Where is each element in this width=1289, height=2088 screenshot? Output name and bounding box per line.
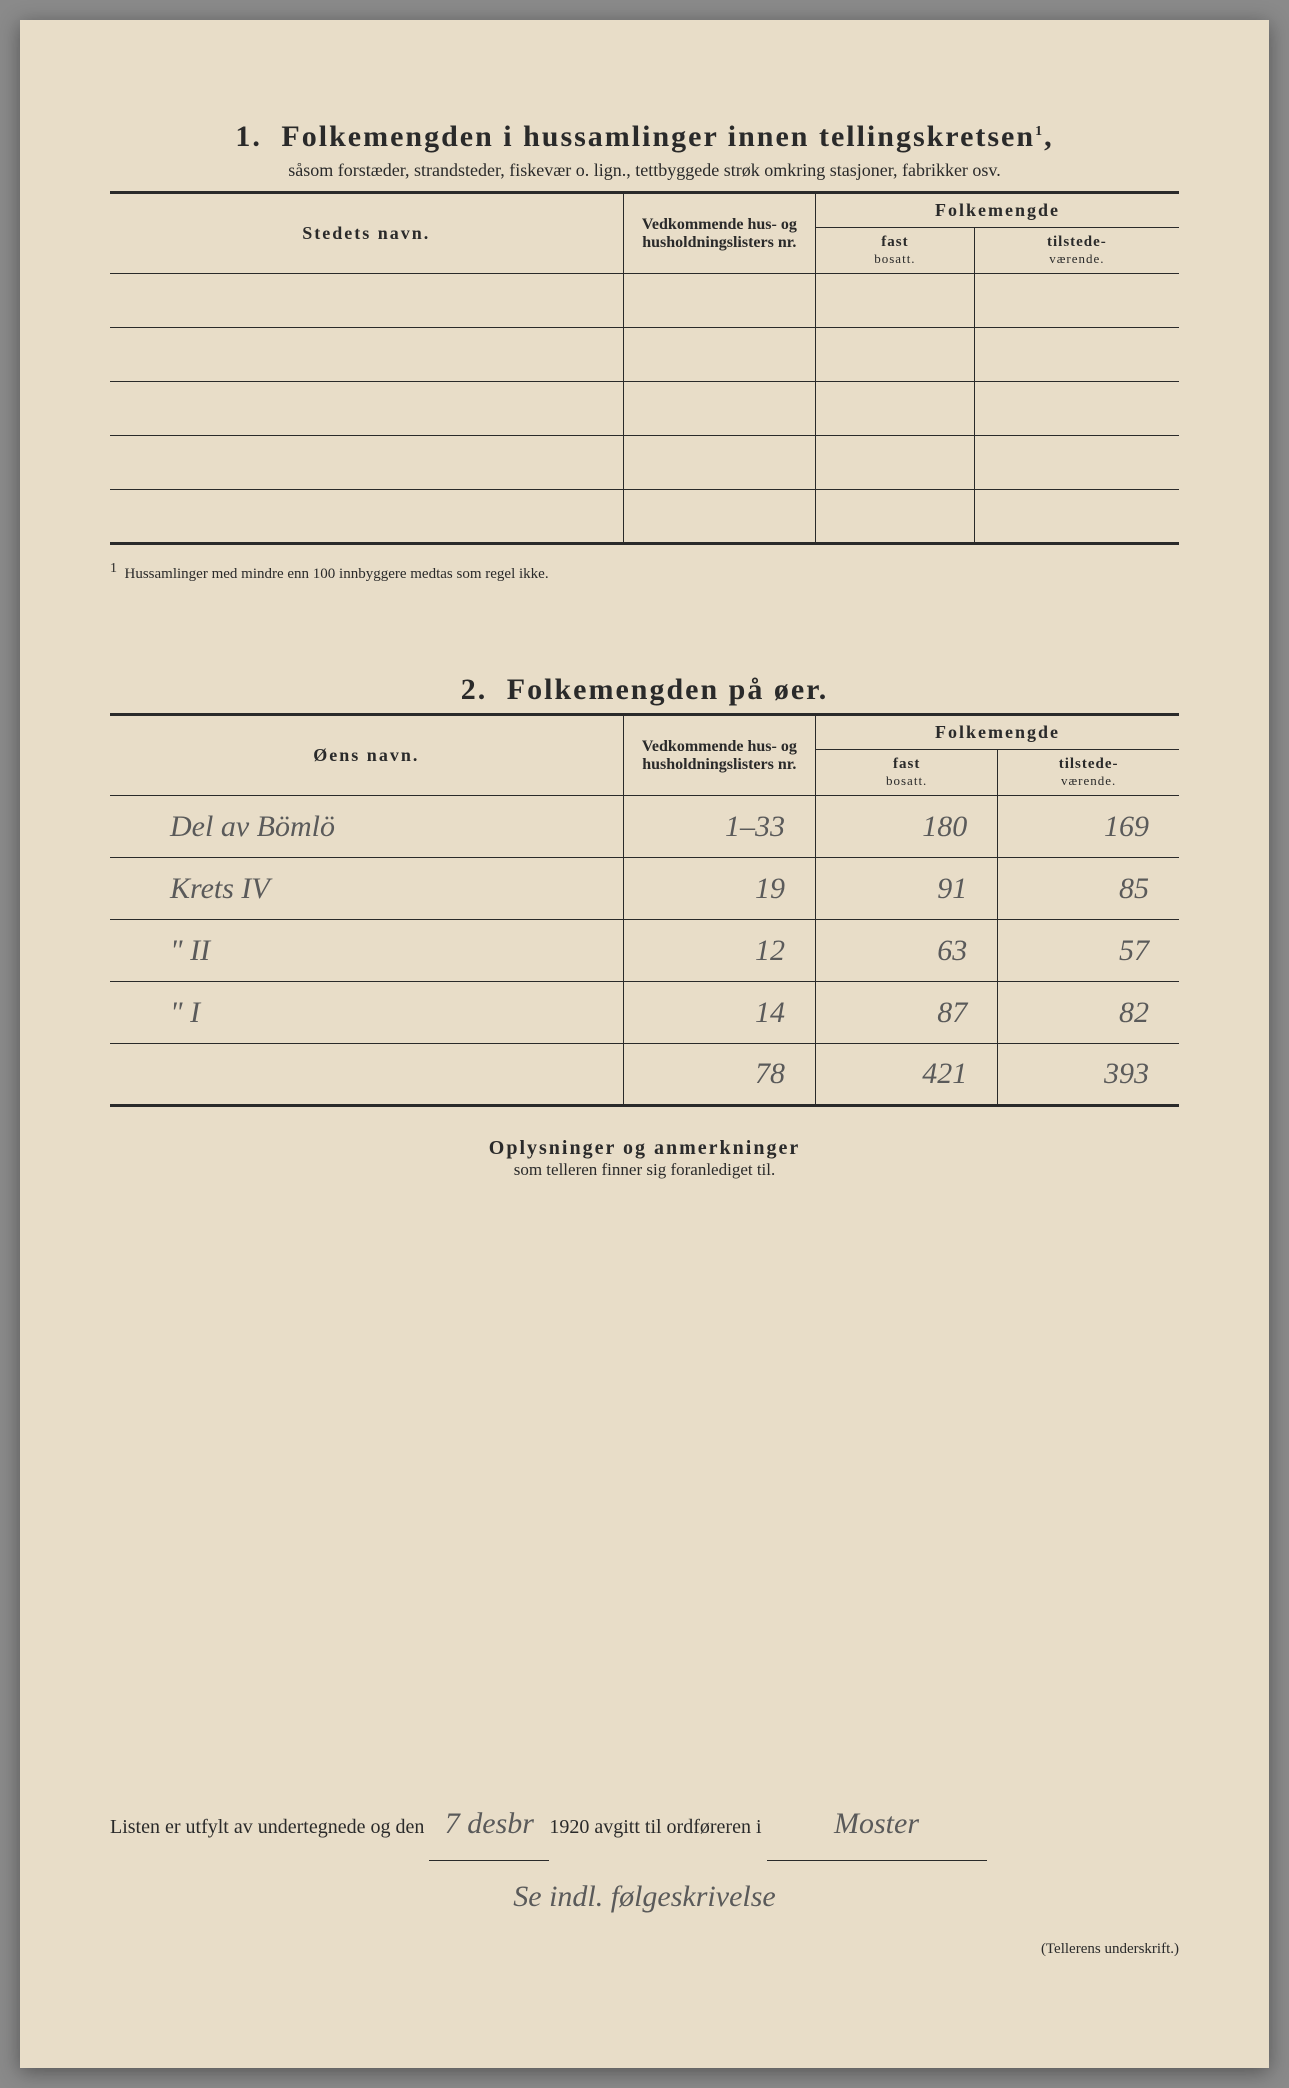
section2-number: 2. [461, 673, 488, 706]
anmerkninger-title: Oplysninger og anmerkninger [110, 1137, 1179, 1160]
table-oer: Øens navn. Vedkommende hus- og husholdni… [110, 713, 1179, 1107]
table-row: Del av Bömlö1–33180169 [110, 796, 1179, 858]
table-row [110, 328, 1179, 382]
col-oens-navn: Øens navn. [110, 715, 623, 796]
section1-number: 1. [235, 120, 262, 153]
section1-title-text: Folkemengden i hussamlinger innen tellin… [281, 120, 1035, 153]
col-folkemengde2: Folkemengde [816, 715, 1179, 750]
anmerkninger-sub: som telleren finner sig foranlediget til… [110, 1160, 1179, 1180]
col-tilstede: tilstede-værende. [974, 228, 1179, 274]
census-form-page: 1. Folkemengden i hussamlinger innen tel… [20, 20, 1269, 2068]
place-field: Moster [767, 1788, 987, 1861]
table-row: " I148782 [110, 982, 1179, 1044]
col-stedets-navn: Stedets navn. [110, 193, 623, 274]
fill-line: Listen er utfylt av undertegnede og den … [110, 1788, 1179, 1861]
col-lists2: Vedkommende hus- og husholdningslisters … [623, 715, 815, 796]
table-total-row: 78421393 [110, 1044, 1179, 1106]
footer-area: Listen er utfylt av undertegnede og den … [110, 1788, 1179, 1958]
col-fast2: fastbosatt. [816, 750, 998, 796]
table-row [110, 382, 1179, 436]
col-tilstede2: tilstede-værende. [998, 750, 1179, 796]
table-row [110, 490, 1179, 544]
col-fast: fastbosatt. [816, 228, 975, 274]
section1-title: 1. Folkemengden i hussamlinger innen tel… [110, 120, 1179, 154]
date-field: 7 desbr [429, 1788, 549, 1861]
table-row [110, 274, 1179, 328]
signature-label: (Tellerens underskrift.) [110, 1941, 1179, 1958]
col-folkemengde: Folkemengde [816, 193, 1179, 228]
table-row [110, 436, 1179, 490]
section1-subtitle: såsom forstæder, strandsteder, fiskevær … [110, 160, 1179, 181]
signature-text: Se indl. følgeskrivelse [513, 1880, 775, 1913]
table-row: Krets IV199185 [110, 858, 1179, 920]
col-lists: Vedkommende hus- og husholdningslisters … [623, 193, 815, 274]
section2-title: 2. Folkemengden på øer. [110, 673, 1179, 707]
section1-footnote: 1 Hussamlinger med mindre enn 100 innbyg… [110, 561, 1179, 583]
table-hussamlinger: Stedets navn. Vedkommende hus- og hushol… [110, 191, 1179, 545]
section2-title-text: Folkemengden på øer. [507, 673, 828, 706]
table-row: " II126357 [110, 920, 1179, 982]
section1-sup: 1 [1035, 124, 1044, 139]
